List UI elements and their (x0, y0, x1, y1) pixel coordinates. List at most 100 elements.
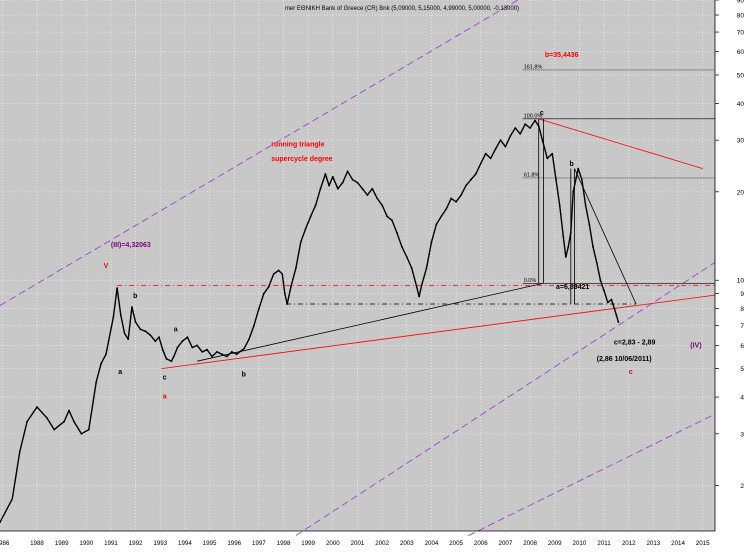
price-point (534, 119, 536, 122)
price-point (304, 227, 307, 230)
price-point (445, 208, 448, 210)
price-point (410, 267, 413, 269)
trendline-layer (0, 0, 716, 536)
price-point (277, 269, 280, 272)
x-tick-label: 1991 (104, 540, 118, 547)
y-axis-panel (715, 0, 749, 531)
y-tick-label: 7 (740, 323, 744, 330)
price-point (356, 181, 359, 184)
price-point (154, 340, 157, 343)
price-point (603, 290, 605, 292)
y-tick-label: 30 (737, 138, 745, 145)
x-tick-label: 1996 (227, 540, 241, 547)
price-point (314, 204, 317, 207)
price-point (581, 178, 583, 181)
chart-annotation: b (133, 293, 137, 300)
y-tick-label: 10 (737, 278, 745, 285)
price-point (206, 348, 209, 351)
price-point (80, 432, 83, 435)
trend-line (0, 0, 519, 306)
price-point (299, 241, 302, 243)
price-point (489, 157, 492, 160)
price-point (309, 215, 312, 218)
x-tick-label: 1988 (30, 540, 44, 547)
fib-level-label: 100.0% (524, 113, 543, 119)
chart-annotation: c (540, 110, 544, 117)
y-tick-label: 50 (737, 72, 745, 79)
fibonacci-layer: 161.8% 100.0% 61.8% 0.0% (522, 64, 715, 284)
grid-layer (0, 0, 715, 531)
y-tick-label: 60 (737, 49, 745, 56)
trend-line (538, 118, 703, 169)
price-point (248, 338, 250, 341)
price-point (211, 355, 213, 358)
price-point (176, 346, 179, 349)
price-point (112, 316, 115, 318)
y-tick-label: 4 (740, 395, 744, 402)
price-point (319, 187, 322, 190)
price-point (201, 351, 204, 353)
y-tick-label: 9 (740, 291, 744, 298)
x-tick-label: 2011 (597, 540, 611, 547)
chart-annotation: a (174, 326, 178, 333)
price-point (555, 178, 557, 181)
x-tick-label: 1990 (79, 540, 93, 547)
y-tick-label: 5 (740, 366, 744, 373)
price-point (11, 498, 14, 500)
price-point (149, 334, 152, 337)
x-tick-label: 1993 (153, 540, 167, 547)
price-point (460, 194, 462, 197)
chart-annotation: V (104, 263, 109, 270)
x-tick-label: 2013 (646, 540, 660, 547)
price-point (509, 135, 512, 137)
price-point (577, 167, 580, 170)
price-point (371, 187, 374, 190)
x-tick-label: 1999 (301, 540, 315, 547)
price-point (415, 285, 418, 288)
x-tick-label: 1998 (277, 540, 291, 547)
chart-annotation: running triangle (271, 142, 324, 149)
price-point (68, 409, 70, 412)
price-point (119, 314, 122, 317)
price-point (324, 173, 327, 175)
price-point (361, 187, 364, 190)
price-point (376, 197, 379, 200)
trend-line (197, 283, 543, 362)
price-point (165, 357, 168, 360)
x-tick-label: 1992 (129, 540, 143, 547)
x-tick-label: 2009 (548, 540, 562, 547)
price-point (191, 346, 194, 349)
price-point (127, 338, 130, 341)
chart-annotation: b (570, 161, 574, 168)
price-point (514, 127, 517, 129)
price-point (386, 215, 388, 218)
price-point (53, 428, 56, 431)
price-point (613, 307, 616, 310)
x-tick-label: 2000 (326, 540, 340, 547)
price-point (181, 340, 184, 343)
price-point (479, 162, 482, 165)
price-point (541, 139, 544, 142)
fib-level-label: 0.0% (524, 278, 537, 284)
price-point (440, 215, 443, 218)
price-point (499, 139, 502, 142)
price-point (595, 261, 598, 264)
price-point (564, 256, 567, 258)
price-point (465, 184, 467, 187)
x-tick-label: 2012 (622, 540, 636, 547)
x-tick-label: 1997 (252, 540, 266, 547)
price-point (243, 347, 246, 350)
trend-line (468, 413, 716, 536)
price-point (420, 284, 423, 287)
price-point (558, 204, 561, 207)
price-point (26, 420, 28, 423)
fib-level-label: 161.8% (524, 64, 543, 70)
price-point (562, 236, 565, 239)
price-point (170, 360, 173, 363)
price-point (100, 362, 102, 365)
price-point (484, 152, 487, 155)
price-point (418, 295, 420, 298)
fib-level-label: 61.8% (524, 172, 540, 178)
price-point (470, 178, 472, 181)
price-point (283, 292, 286, 295)
